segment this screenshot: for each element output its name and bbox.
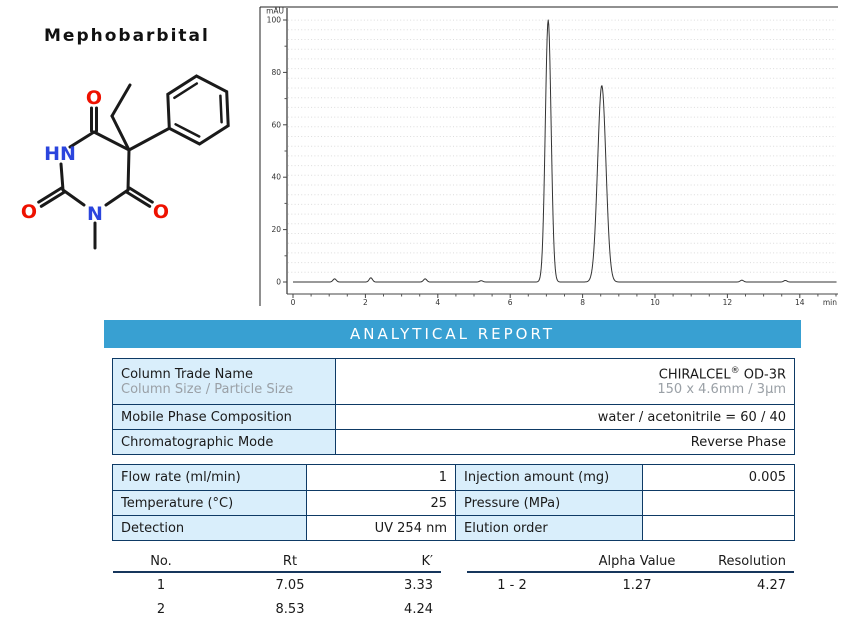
peak-no: 2 (156, 601, 166, 617)
column-info-table: Column Trade Name Column Size / Particle… (112, 358, 795, 455)
separation-table: Alpha Value Resolution 1 - 2 1.27 4.27 (467, 551, 794, 597)
k-prime-header: K′ (421, 553, 433, 569)
y-axis-unit-label: mAU (266, 7, 284, 16)
chromatogram: 0 20 40 60 80 100 0 2 4 6 8 10 12 14 mAU min (258, 0, 842, 308)
atom-label-o-right: O (153, 201, 169, 223)
compound-name: Mephobarbital (44, 26, 210, 46)
peak-k: 3.33 (404, 577, 433, 593)
x-tick-label: 2 (363, 298, 368, 307)
table-row: 2 8.53 4.24 (113, 597, 441, 621)
alpha-value-header: Alpha Value (598, 553, 676, 569)
x-tick-label: 0 (291, 298, 296, 307)
table-row: Detection UV 254 nm Elution order (113, 515, 794, 540)
flow-rate-label: Flow rate (ml/min) (113, 465, 307, 490)
signal-trace (293, 19, 837, 283)
chromatographic-mode-value: Reverse Phase (690, 434, 786, 450)
chromatogram-svg: 0 20 40 60 80 100 0 2 4 6 8 10 12 14 mAU min (259, 6, 838, 307)
table-row: Column Trade Name Column Size / Particle… (113, 359, 794, 404)
molecule-structure: HN N O O O (10, 62, 260, 272)
peak-k: 4.24 (404, 601, 433, 617)
column-size-label: Column Size / Particle Size (121, 381, 294, 397)
y-tick-label: 20 (271, 225, 281, 234)
x-tick-label: 8 (580, 298, 585, 307)
chromatographic-mode-label: Chromatographic Mode (113, 430, 336, 454)
table-row: Mobile Phase Composition water / acetoni… (113, 404, 794, 429)
registered-mark: ® (730, 365, 740, 376)
atom-label-n: N (87, 203, 103, 225)
mobile-phase-value: water / acetonitrile = 60 / 40 (597, 409, 786, 425)
injection-amount-value: 0.005 (748, 470, 786, 485)
elution-order-value (643, 516, 794, 540)
report-banner: ANALYTICAL REPORT (104, 320, 801, 348)
table-row: Flow rate (ml/min) 1 Injection amount (m… (113, 465, 794, 490)
column-trade-name-value: CHIRALCEL® OD-3R (658, 365, 786, 383)
resolution-value: 4.27 (757, 577, 786, 593)
y-tick-label: 60 (271, 120, 281, 129)
pressure-value (643, 491, 794, 515)
table-row: 1 - 2 1.27 4.27 (467, 573, 794, 597)
atom-label-o-top: O (86, 87, 102, 109)
column-trade-name-label: Column Trade Name (121, 366, 253, 382)
x-tick-label: 10 (650, 298, 660, 307)
x-tick-label: 4 (435, 298, 440, 307)
pressure-label: Pressure (MPa) (456, 491, 643, 515)
conditions-table: Flow rate (ml/min) 1 Injection amount (m… (112, 464, 795, 541)
detection-label: Detection (113, 516, 307, 540)
flow-rate-value: 1 (307, 465, 456, 490)
report-title: ANALYTICAL REPORT (350, 325, 555, 343)
table-row: Temperature (°C) 25 Pressure (MPa) (113, 490, 794, 515)
x-tick-label: 14 (795, 298, 805, 307)
mobile-phase-label: Mobile Phase Composition (113, 405, 336, 429)
y-tick-label: 40 (271, 173, 281, 182)
table-row: 1 7.05 3.33 (113, 573, 441, 597)
elution-order-label: Elution order (456, 516, 643, 540)
injection-amount-label: Injection amount (mg) (456, 465, 643, 490)
molecule-svg: HN N O O O (21, 74, 230, 250)
atom-label-o-left: O (21, 201, 37, 223)
temperature-label: Temperature (°C) (113, 491, 307, 515)
x-tick-label: 12 (723, 298, 733, 307)
peak-pair: 1 - 2 (497, 577, 527, 593)
peak-retention-table: No. Rt K′ 1 7.05 3.33 2 8.53 4.24 (113, 551, 441, 621)
peak-no-header: No. (150, 553, 172, 569)
x-tick-label: 6 (508, 298, 513, 307)
rt-header: Rt (282, 553, 298, 569)
y-tick-label: 100 (267, 16, 282, 25)
temperature-value: 25 (307, 491, 456, 515)
table-row: Chromatographic Mode Reverse Phase (113, 429, 794, 454)
peak-rt: 7.05 (275, 577, 305, 593)
alpha-value: 1.27 (622, 577, 652, 593)
y-tick-label: 80 (271, 68, 281, 77)
peak-no: 1 (156, 577, 166, 593)
peak-rt: 8.53 (275, 601, 305, 617)
x-axis-unit-label: min (823, 298, 837, 307)
column-size-value: 150 x 4.6mm / 3µm (657, 382, 786, 398)
atom-label-hn: HN (44, 143, 76, 165)
y-tick-label: 0 (276, 278, 281, 287)
detection-value: UV 254 nm (307, 516, 456, 540)
resolution-header: Resolution (718, 553, 786, 569)
